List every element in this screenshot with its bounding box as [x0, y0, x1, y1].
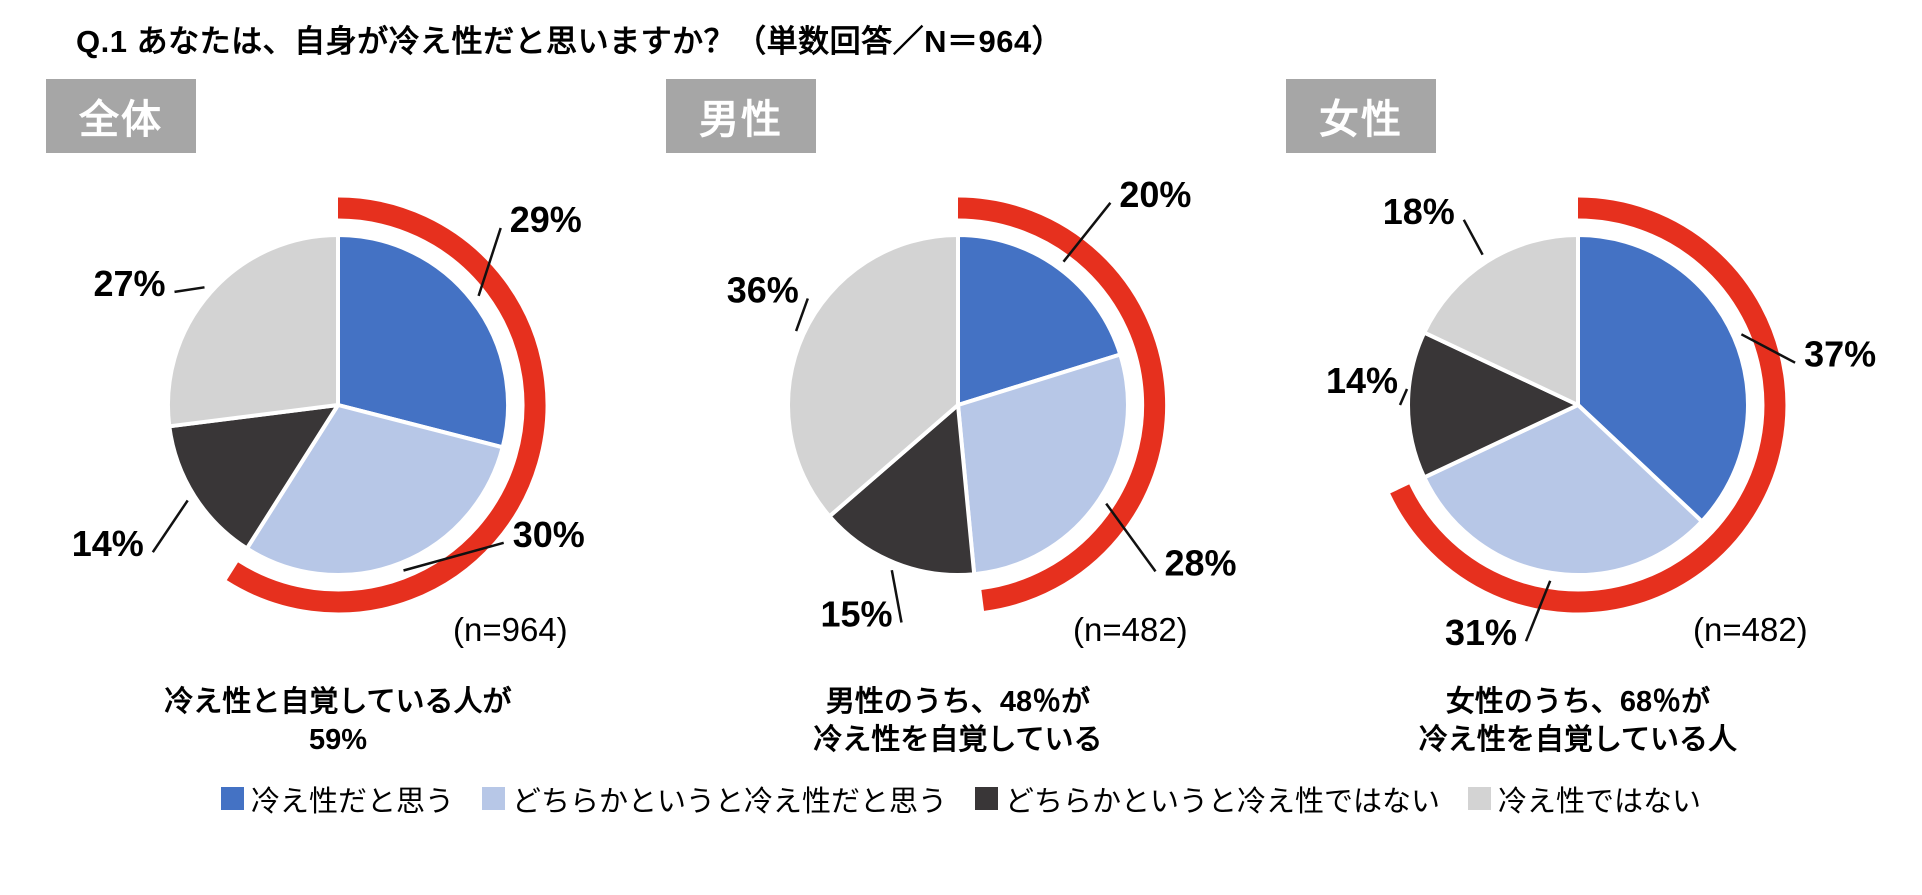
chart-block-overall: 全体 29% 30% 14% 27% (n=964) 冷え性と自覚している人が 59%	[28, 79, 648, 760]
percent-label: 37%	[1804, 334, 1876, 375]
legend-label: どちらかというと冷え性ではない	[1005, 785, 1441, 818]
charts-row: 全体 29% 30% 14% 27% (n=964) 冷え性と自覚している人が 59% …	[28, 79, 1922, 760]
page-title: Q.1 あなたは、自身が冷え性だと思いますか？（単数回答／N＝964）	[76, 24, 1064, 59]
group-label-female: 女性	[1286, 79, 1436, 153]
leader-line	[151, 499, 189, 553]
percent-label: 31%	[1445, 612, 1517, 653]
legend-item-somewhat-not-cold: どちらかというと冷え性ではない	[975, 778, 1440, 820]
pie-slice	[827, 403, 977, 577]
percent-label: 29%	[510, 199, 582, 240]
pie-slice	[1406, 330, 1580, 480]
leader-line	[1524, 580, 1552, 642]
caption-line: 女性のうち、68％が	[1445, 686, 1711, 718]
sample-size-label: (n=482)	[1693, 611, 1808, 648]
leader-line	[1462, 219, 1484, 256]
caption-female: 女性のうち、68％が 冷え性を自覚している人	[1268, 683, 1888, 760]
caption-line: 冷え性を自覚している人	[1418, 724, 1738, 757]
leader-line	[1740, 333, 1796, 364]
pie-slice	[167, 403, 340, 551]
sample-size-label: (n=964)	[453, 611, 568, 648]
legend-item-think-cold: 冷え性だと思う	[220, 778, 454, 820]
sample-size-label: (n=482)	[1073, 611, 1188, 648]
leader-line	[1062, 202, 1112, 263]
pie-chart-female: 37% 31% 14% 18% (n=482)	[1326, 191, 1876, 653]
leader-line	[174, 286, 205, 294]
group-label-overall: 全体	[46, 79, 196, 153]
chart-block-male: 男性 20% 28% 15% 36% (n=482) 男性のうち、48％が 冷え性を自覚…	[648, 79, 1268, 760]
pie-chart-male: 20% 28% 15% 36% (n=482)	[727, 174, 1237, 648]
legend-item-somewhat-cold: どちらかというと冷え性だと思う	[481, 778, 947, 820]
caption-male: 男性のうち、48％が 冷え性を自覚している	[648, 683, 1268, 760]
legend: 冷え性だと思う どちらかというと冷え性だと思う どちらかというと冷え性ではない …	[0, 778, 1922, 820]
caption-line: 男性のうち、48％が	[825, 686, 1091, 718]
legend-label: どちらかというと冷え性だと思う	[511, 785, 947, 818]
legend-swatch-somewhat-not-cold-icon	[975, 787, 998, 811]
leader-line	[403, 541, 505, 572]
highlight-arc	[957, 197, 1166, 611]
percent-label: 20%	[1119, 174, 1191, 215]
caption-line: 冷え性と自覚している人が	[164, 686, 512, 718]
pie-slice	[1576, 233, 1750, 524]
pie-slice	[336, 233, 511, 450]
legend-swatch-not-cold-icon	[1468, 787, 1492, 811]
percent-label: 15%	[820, 594, 892, 635]
legend-swatch-somewhat-cold-icon	[481, 787, 505, 811]
leader-line	[890, 569, 903, 623]
legend-swatch-think-cold-icon	[220, 787, 244, 811]
highlight-arc	[1390, 197, 1786, 613]
percent-label: 30%	[513, 514, 585, 555]
leader-line	[477, 227, 502, 297]
percent-label: 18%	[1383, 191, 1455, 232]
leader-line	[1398, 388, 1409, 406]
percent-label: 28%	[1165, 542, 1237, 583]
percent-label: 36%	[727, 270, 799, 311]
leader-line	[1105, 502, 1157, 573]
legend-item-not-cold: 冷え性ではない	[1468, 778, 1701, 820]
pie-slice	[956, 352, 1130, 577]
percent-label: 14%	[1326, 360, 1398, 401]
caption-line: 59%	[308, 724, 368, 757]
caption-line: 冷え性を自覚している	[813, 724, 1103, 757]
group-label-male: 男性	[666, 79, 816, 153]
pie-chart-overall: 29% 30% 14% 27% (n=964)	[72, 197, 585, 648]
pie-slice	[244, 403, 505, 577]
pie-slice	[165, 233, 340, 429]
chart-block-female: 女性 37% 31% 14% 18% (n=482) 女性のうち、68％が 冷え性を自覚…	[1268, 79, 1888, 760]
pie-slice	[1422, 233, 1580, 407]
leader-line	[794, 298, 809, 332]
percent-label: 27%	[93, 263, 165, 304]
pie-slice	[1422, 403, 1704, 577]
highlight-arc	[226, 197, 546, 613]
caption-overall: 冷え性と自覚している人が 59%	[28, 683, 648, 760]
legend-label: 冷え性だと思う	[250, 785, 454, 818]
pie-slice	[786, 233, 960, 519]
percent-label: 14%	[72, 523, 144, 564]
legend-label: 冷え性ではない	[1498, 785, 1702, 818]
pie-slice	[956, 233, 1123, 407]
